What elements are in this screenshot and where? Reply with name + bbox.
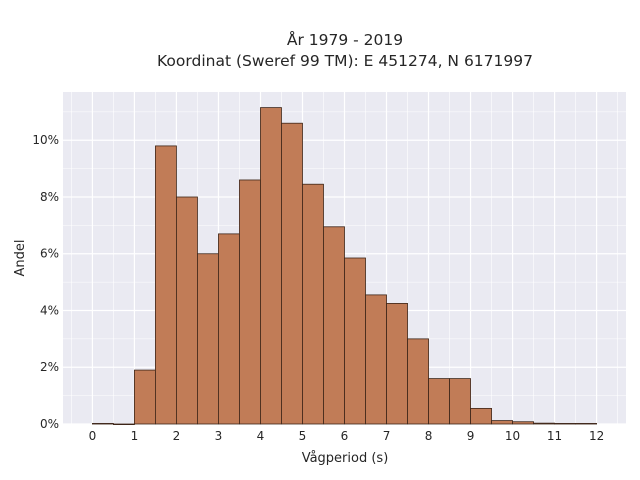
x-tick-label: 7 (383, 429, 391, 443)
histogram-bar (281, 122, 303, 425)
chart-title: År 1979 - 2019 (287, 30, 403, 49)
y-tick-label: 2% (40, 360, 59, 374)
histogram-bar (176, 196, 198, 425)
histogram-bar (512, 421, 534, 425)
histogram-bar (260, 107, 282, 425)
histogram-bar (449, 378, 471, 425)
x-tick-label: 8 (425, 429, 433, 443)
histogram-bar (533, 422, 555, 425)
chart-subtitle: Koordinat (Sweref 99 TM): E 451274, N 61… (157, 52, 533, 70)
y-axis-ticks: 0% 2% 4% 6% 8% 10% (32, 133, 59, 431)
x-tick-label: 2 (173, 429, 181, 443)
x-tick-label: 4 (257, 429, 265, 443)
x-tick-label: 0 (89, 429, 97, 443)
y-tick-label: 8% (40, 190, 59, 204)
x-tick-label: 9 (467, 429, 475, 443)
histogram-bar (428, 378, 450, 425)
y-axis-label: Andel (13, 240, 28, 277)
histogram-bar (197, 253, 219, 425)
x-tick-label: 10 (505, 429, 520, 443)
y-tick-label: 10% (32, 133, 59, 147)
histogram-bar (407, 338, 429, 425)
histogram-bar (92, 423, 114, 425)
x-axis-ticks: 0 1 2 3 4 5 6 7 8 9 10 11 12 (89, 429, 605, 443)
histogram-bar (365, 294, 387, 425)
histogram-bar (323, 226, 345, 425)
histogram-bar (113, 423, 135, 426)
y-tick-label: 4% (40, 303, 59, 317)
histogram-bar (218, 233, 240, 425)
x-axis-label: Vågperiod (s) (302, 451, 389, 466)
x-tick-label: 1 (131, 429, 139, 443)
histogram-bar (386, 303, 408, 425)
histogram-bar (302, 183, 324, 425)
y-tick-label: 0% (40, 417, 59, 431)
histogram-bar (134, 369, 156, 425)
y-tick-label: 6% (40, 247, 59, 261)
x-tick-label: 5 (299, 429, 307, 443)
x-tick-label: 3 (215, 429, 223, 443)
bars-group (92, 107, 597, 426)
histogram-bar (575, 423, 597, 425)
histogram-bar (239, 179, 261, 425)
histogram-bar (491, 420, 513, 425)
x-tick-label: 12 (589, 429, 604, 443)
histogram-bar (554, 423, 576, 425)
histogram-bar (155, 145, 177, 425)
histogram-bar (344, 257, 366, 425)
histogram-bar (470, 407, 492, 425)
x-tick-label: 11 (547, 429, 562, 443)
x-tick-label: 6 (341, 429, 349, 443)
